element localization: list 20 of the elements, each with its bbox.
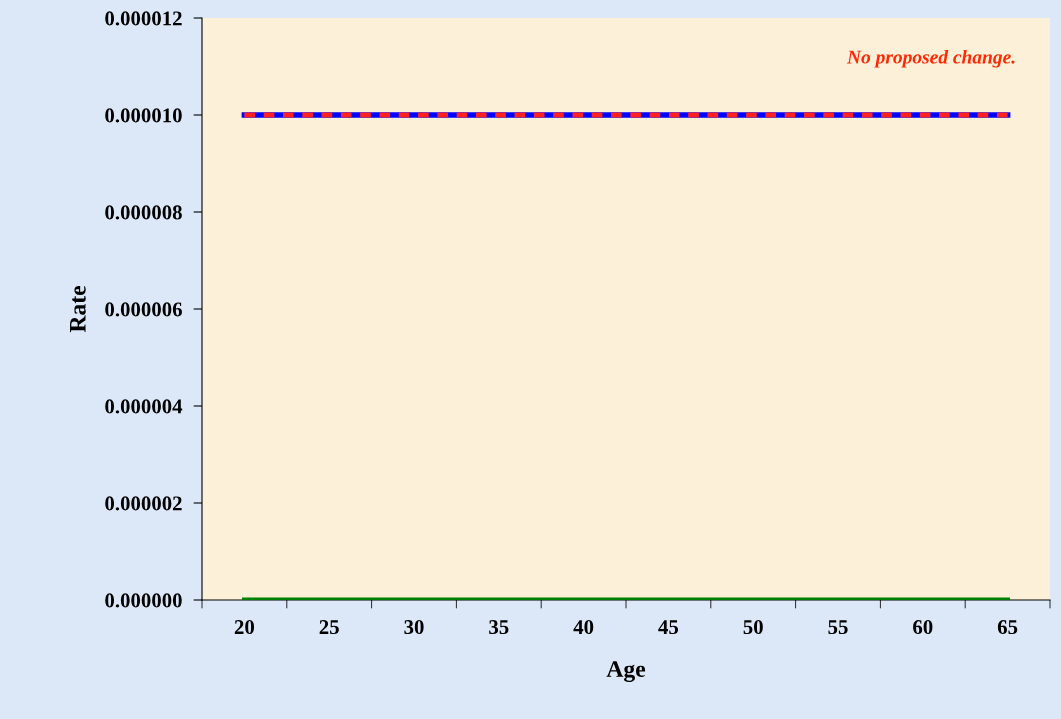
- y-axis-title: Rate: [70, 286, 86, 333]
- x-tick-label: 65: [997, 620, 1018, 635]
- x-tick-label: 30: [404, 620, 424, 635]
- x-axis-title: Age: [606, 661, 646, 682]
- x-tick-label: 50: [743, 620, 763, 635]
- x-tick-label: 20: [234, 620, 255, 635]
- y-tick-label: 0.000006: [105, 302, 182, 317]
- y-tick-label: 0.000010: [105, 108, 182, 123]
- x-tick-label: 45: [658, 620, 679, 635]
- x-tick-label: 40: [573, 620, 594, 635]
- y-tick-label: 0.000004: [105, 399, 183, 414]
- annotation: No proposed change.: [846, 49, 1015, 68]
- x-tick-label: 55: [828, 620, 848, 635]
- y-tick-label: 0.000012: [105, 11, 182, 26]
- y-tick-label: 0.000000: [105, 593, 182, 608]
- y-tick-label: 0.000008: [105, 205, 182, 220]
- x-tick-label: 25: [319, 620, 339, 635]
- x-tick-label: 35: [489, 620, 509, 635]
- y-tick-label: 0.000002: [105, 496, 182, 511]
- x-tick-label: 60: [913, 620, 933, 635]
